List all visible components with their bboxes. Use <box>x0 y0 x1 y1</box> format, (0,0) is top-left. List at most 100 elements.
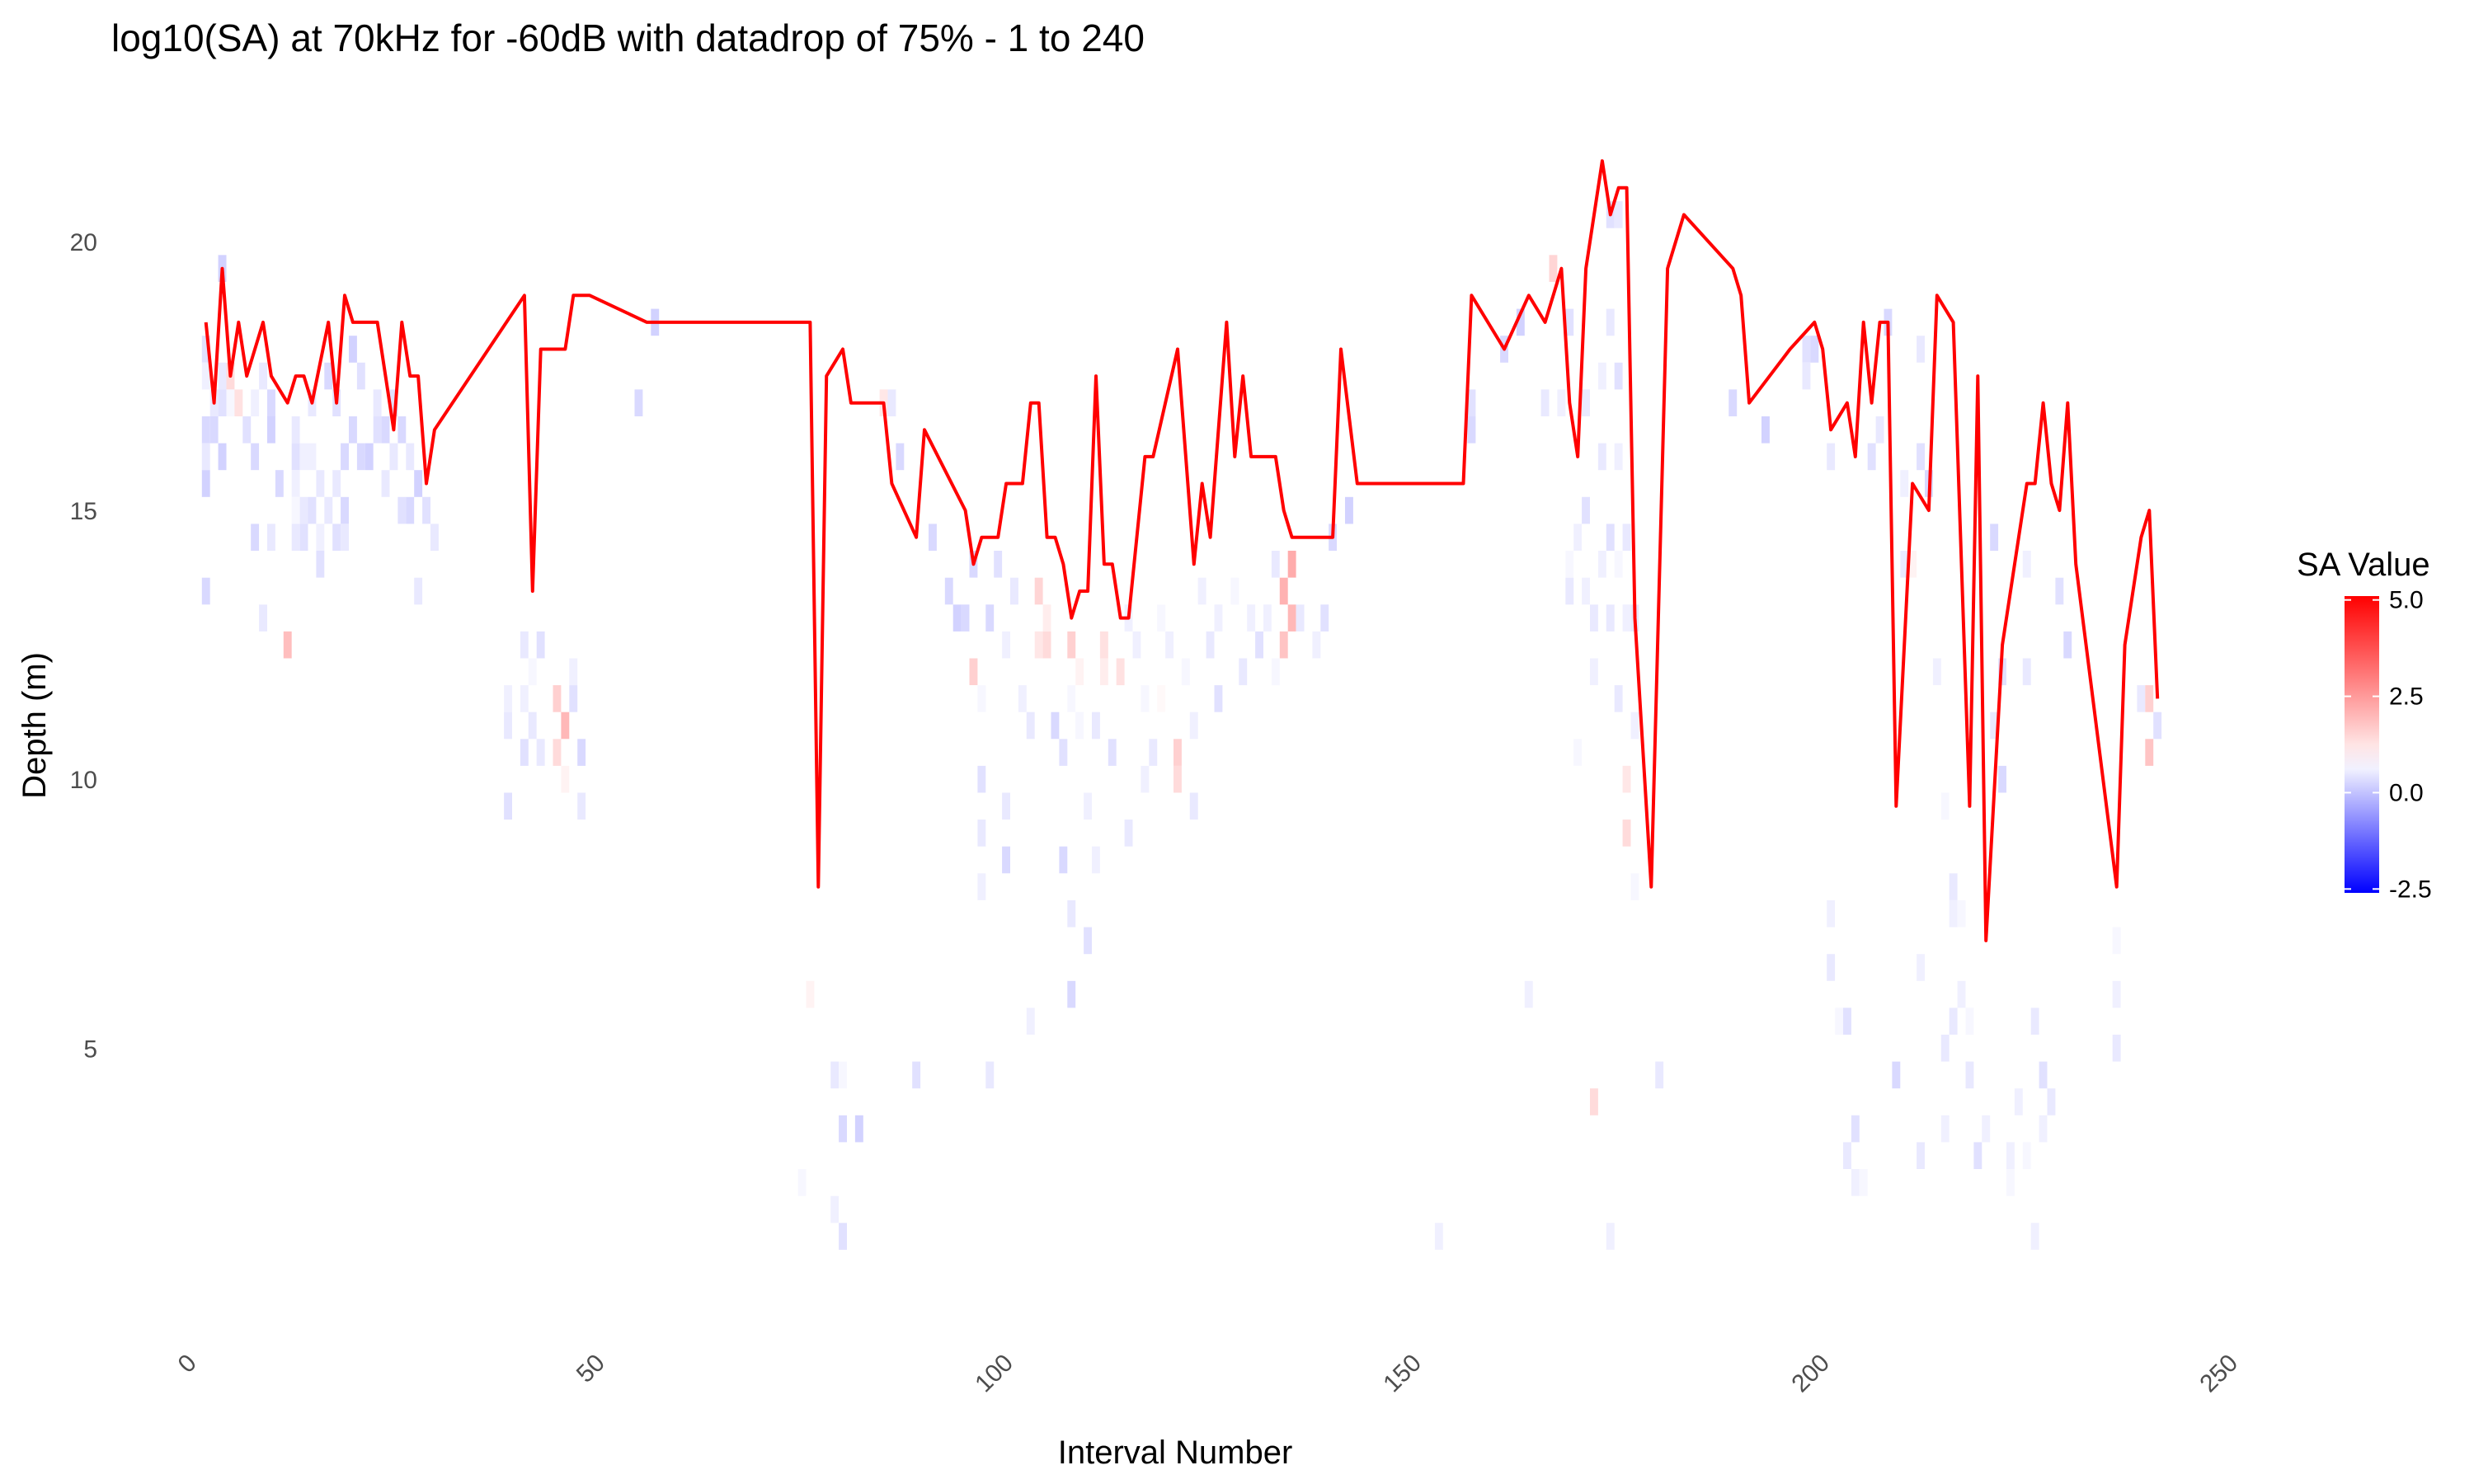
heatmap-cell <box>1630 711 1639 740</box>
heatmap-cell <box>1084 792 1092 820</box>
heatmap-cell <box>1157 685 1166 712</box>
heatmap-cell <box>1132 631 1141 659</box>
heatmap-cell <box>1606 604 1615 632</box>
heatmap-cell <box>830 1061 840 1089</box>
heatmap-cell <box>1606 524 1615 551</box>
heatmap-cell <box>341 496 349 524</box>
heatmap-cell <box>349 416 357 444</box>
heatmap-cell <box>1165 631 1174 659</box>
heatmap-cell <box>520 739 529 766</box>
heatmap-cell <box>1418 1223 1427 1250</box>
heatmap-cell <box>2030 1007 2039 1035</box>
heatmap-cell <box>1867 443 1876 471</box>
heatmap-cell <box>1590 604 1598 632</box>
heatmap-cell <box>1157 604 1166 632</box>
heatmap-cell <box>1247 604 1256 632</box>
heatmap-cell <box>1565 308 1574 336</box>
heatmap-cell <box>1124 819 1133 847</box>
heatmap-cell <box>1917 336 1925 363</box>
heatmap-cell <box>1042 631 1051 659</box>
heatmap-cell <box>1597 362 1606 390</box>
heatmap-cell <box>1067 980 1076 1008</box>
heatmap-cell <box>1590 1088 1598 1115</box>
heatmap-cell <box>577 739 586 766</box>
heatmap-cell <box>634 389 643 416</box>
heatmap-cell <box>2153 711 2162 740</box>
heatmap-cell <box>1255 631 1263 659</box>
heatmap-cell <box>1614 551 1623 578</box>
heatmap-cell <box>561 765 570 793</box>
heatmap-cell <box>1189 792 1198 820</box>
heatmap-cell <box>1835 1088 1843 1115</box>
heatmap-cell <box>1965 1007 1974 1035</box>
heatmap-cell <box>1026 631 1035 659</box>
heatmap-cell <box>1524 980 1533 1008</box>
heatmap-cell <box>1067 685 1076 712</box>
heatmap-cell <box>944 577 953 605</box>
heatmap-cell <box>1279 577 1288 605</box>
heatmap-cell <box>2112 980 2121 1008</box>
chart-title: log10(SA) at 70kHz for -60dB with datadr… <box>111 16 1145 59</box>
heatmap-cell <box>504 685 512 712</box>
heatmap-cell <box>2063 631 2072 659</box>
heatmap-cell <box>1099 658 1108 686</box>
heatmap-cell <box>389 389 398 416</box>
heatmap-cell <box>1174 739 1182 766</box>
heatmap-cell <box>2128 658 2138 686</box>
heatmap-cell <box>1949 873 1958 900</box>
heatmap-cell <box>1467 389 1476 416</box>
heatmap-cell <box>1614 201 1623 228</box>
heatmap-cell <box>1189 711 1198 740</box>
heatmap-cell <box>1067 900 1076 928</box>
heatmap-cell <box>2022 658 2031 686</box>
heatmap-cell <box>952 604 962 632</box>
heatmap-cell <box>1026 1007 1035 1035</box>
heatmap-cell <box>1622 604 1631 632</box>
y-tick-label: 5 <box>83 1036 97 1063</box>
heatmap-cell <box>397 416 407 444</box>
heatmap-cell <box>1932 658 1941 686</box>
heatmap-cell <box>1892 1061 1901 1089</box>
heatmap-cell <box>1622 765 1631 793</box>
heatmap-cell <box>267 524 275 551</box>
heatmap-cell <box>201 443 210 471</box>
heatmap-cell <box>201 336 210 363</box>
heatmap-cell <box>218 389 227 416</box>
heatmap-cell <box>1573 739 1583 766</box>
heatmap-cell <box>389 443 398 471</box>
heatmap-cell <box>226 389 235 416</box>
heatmap-cell <box>275 470 284 497</box>
heatmap-cell <box>969 658 978 686</box>
heatmap-cell <box>1540 389 1550 416</box>
bottom-depth-line-layer <box>204 159 2160 942</box>
legend-tick-label: 0.0 <box>2389 779 2424 806</box>
heatmap-cell <box>1263 604 1272 632</box>
heatmap-cell <box>1149 658 1158 686</box>
heatmap-cell <box>1998 765 2006 793</box>
heatmap-cell <box>577 792 586 820</box>
heatmap-cell <box>977 685 986 712</box>
y-axis: 5 10 15 20 <box>70 229 97 1063</box>
heatmap-cell <box>1990 524 1999 551</box>
heatmap-cell <box>1067 631 1076 659</box>
heatmap-cell <box>1239 658 1248 686</box>
heatmap-cell <box>299 443 308 471</box>
heatmap-cell <box>1516 308 1525 336</box>
heatmap-cell <box>251 443 260 471</box>
heatmap-cell <box>536 631 545 659</box>
heatmap-cell <box>1565 577 1574 605</box>
heatmap-cell <box>291 496 300 524</box>
y-axis-title: Depth (m) <box>16 652 53 799</box>
heatmap-cell <box>1597 551 1606 578</box>
heatmap-cell <box>251 524 260 551</box>
heatmap-cell <box>2030 1223 2039 1250</box>
heatmap-cell <box>1802 336 1811 363</box>
heatmap-cell <box>397 496 407 524</box>
heatmap-cell <box>887 389 896 416</box>
heatmap-cell <box>839 1061 847 1089</box>
heatmap-cell <box>1582 496 1590 524</box>
heatmap-cell <box>1957 900 1966 928</box>
heatmap-cell <box>1549 255 1558 282</box>
heatmap-cell <box>1917 1142 1925 1169</box>
